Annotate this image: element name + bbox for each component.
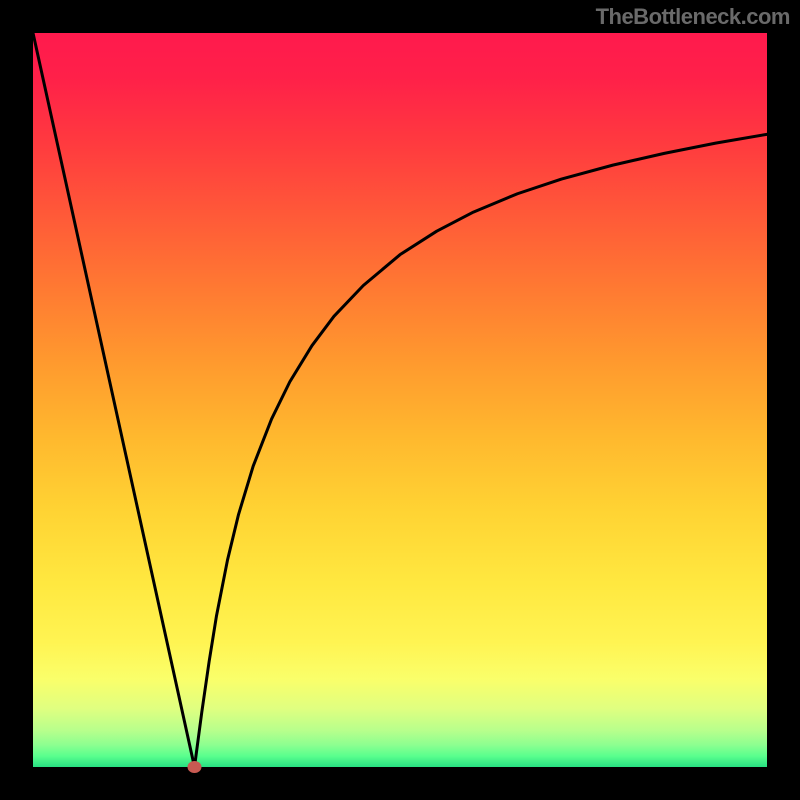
optimal-point-marker <box>187 761 201 773</box>
bottleneck-chart <box>0 0 800 800</box>
watermark-text: TheBottleneck.com <box>596 4 790 30</box>
chart-container: TheBottleneck.com <box>0 0 800 800</box>
plot-background <box>33 33 767 767</box>
